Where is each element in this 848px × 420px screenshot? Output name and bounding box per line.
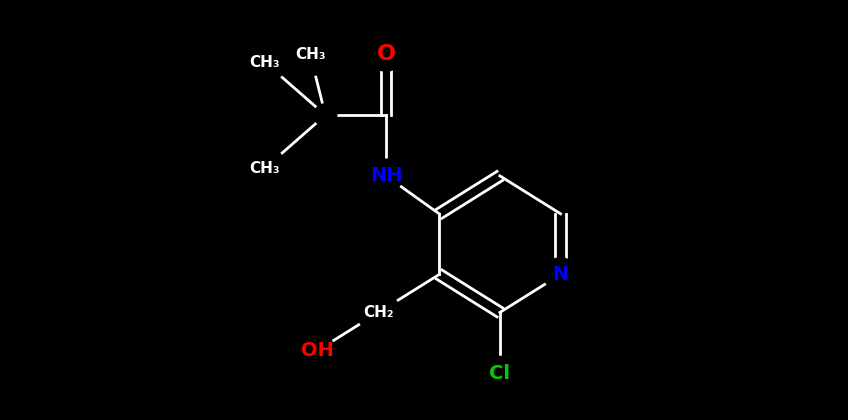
Text: CH₃: CH₃ bbox=[295, 47, 326, 62]
Text: CH₂: CH₂ bbox=[363, 305, 393, 320]
Text: N: N bbox=[552, 265, 569, 284]
Circle shape bbox=[483, 357, 516, 390]
Circle shape bbox=[289, 33, 332, 76]
Circle shape bbox=[314, 104, 337, 126]
Circle shape bbox=[243, 41, 286, 83]
Text: CH₃: CH₃ bbox=[249, 55, 280, 70]
Circle shape bbox=[544, 258, 577, 291]
Text: OH: OH bbox=[301, 341, 334, 360]
Text: CH₃: CH₃ bbox=[249, 161, 280, 176]
Circle shape bbox=[301, 333, 334, 367]
Circle shape bbox=[243, 147, 286, 189]
Circle shape bbox=[357, 291, 399, 333]
Text: NH: NH bbox=[370, 166, 402, 185]
Text: Cl: Cl bbox=[489, 364, 510, 383]
Circle shape bbox=[370, 38, 403, 71]
Circle shape bbox=[370, 159, 403, 192]
Text: O: O bbox=[377, 45, 395, 65]
